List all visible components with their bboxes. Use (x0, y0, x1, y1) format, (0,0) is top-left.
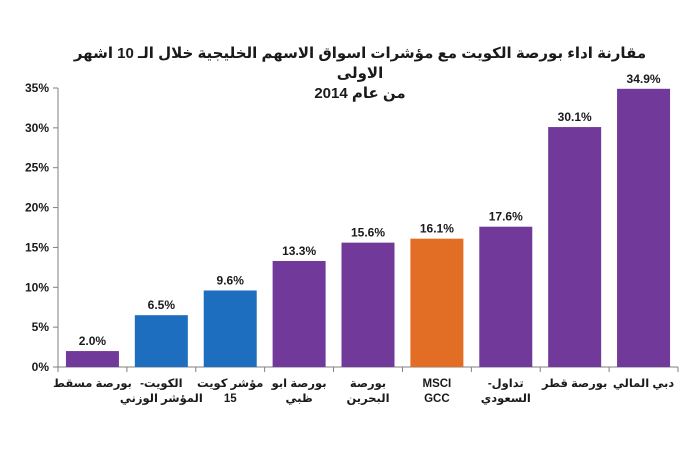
bar (479, 226, 533, 367)
x-category-label: GCC (424, 393, 450, 405)
y-tick-label: 25% (25, 161, 49, 175)
y-tick-label: 35% (25, 81, 49, 95)
y-tick-label: 0% (32, 360, 50, 374)
data-label: 34.9% (627, 72, 661, 86)
x-category-label: الكويت- (140, 378, 182, 391)
x-category-label: مؤشر كويت (197, 378, 263, 391)
data-label: 13.3% (282, 244, 316, 258)
x-category-label: 15 (224, 393, 237, 405)
bar (272, 260, 326, 367)
data-label: 15.6% (351, 226, 385, 240)
data-label: 2.0% (79, 334, 107, 348)
x-category-label: بورصة قطر (541, 378, 607, 391)
y-tick-label: 30% (25, 121, 49, 135)
bar (410, 238, 464, 367)
x-category-label: بورصة (350, 378, 386, 391)
x-category-label: ظبي (286, 393, 313, 405)
x-category-label: بورصة ابو (271, 378, 327, 391)
y-tick-label: 15% (25, 240, 49, 254)
x-category-label: تداول- (488, 378, 524, 391)
bar (341, 242, 395, 367)
x-category-label: MSCI (423, 378, 452, 390)
bar (65, 351, 119, 367)
x-category-label: دبي المالي (613, 378, 674, 390)
x-category-label: بورصة مسقط (53, 378, 132, 391)
bar (617, 88, 671, 367)
bar (203, 290, 257, 367)
data-label: 9.6% (217, 273, 245, 287)
y-tick-label: 20% (25, 201, 49, 215)
x-category-label: البحرين (346, 393, 389, 405)
data-label: 30.1% (558, 110, 592, 124)
x-category-label: السعودي (481, 393, 531, 406)
bar (548, 127, 602, 367)
x-category-label: المؤشر الوزني (120, 393, 203, 406)
bar (134, 315, 188, 367)
y-tick-label: 5% (32, 320, 50, 334)
data-label: 6.5% (148, 298, 176, 312)
chart-title-line-1: مقارنة اداء بورصة الكويت مع مؤشرات اسواق… (73, 45, 647, 82)
data-label: 17.6% (489, 210, 523, 224)
data-label: 16.1% (420, 222, 454, 236)
chart-title-line-2: من عام 2014 (314, 85, 406, 102)
y-tick-label: 10% (25, 280, 49, 294)
chart-title: مقارنة اداء بورصة الكويت مع مؤشرات اسواق… (60, 44, 660, 104)
